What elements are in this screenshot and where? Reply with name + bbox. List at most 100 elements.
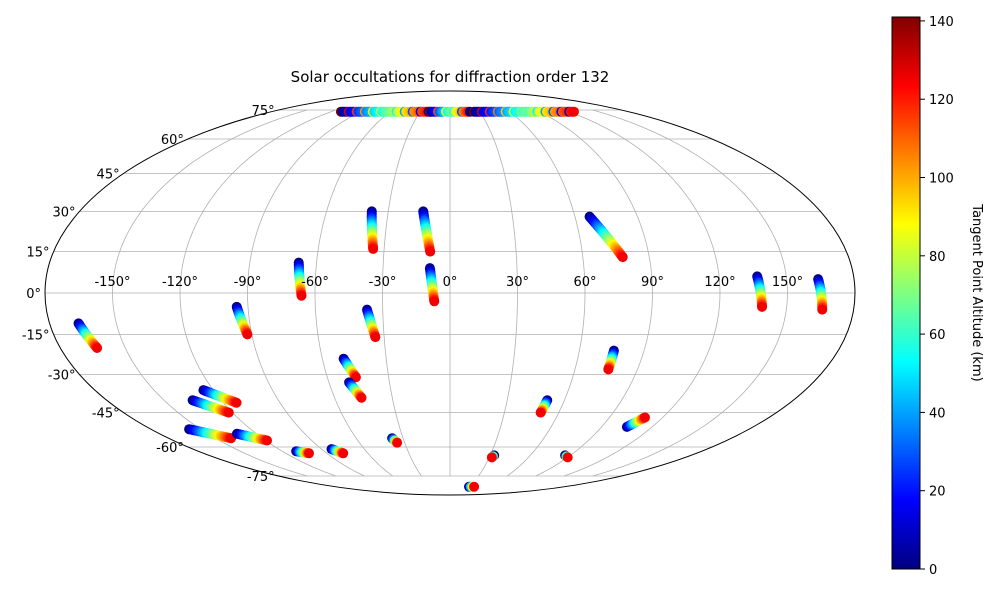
data-point xyxy=(486,452,497,463)
meridian-line xyxy=(112,109,308,477)
occultation-track xyxy=(362,304,381,343)
occultation-track xyxy=(184,424,237,444)
colorbar-tick-label: 60 xyxy=(929,328,946,343)
longitude-tick-label: -60° xyxy=(301,275,329,290)
occultation-track xyxy=(293,257,307,301)
latitude-tick-labels: -75° -60° -45° -30° -15° 0° 15° 30° 45° 60° 75° xyxy=(22,104,275,485)
latitude-tick-label: 30° xyxy=(52,205,75,220)
occultation-track xyxy=(464,481,480,492)
occultation-track xyxy=(486,450,500,463)
data-point xyxy=(617,252,628,263)
data-point xyxy=(392,437,403,448)
occultation-track xyxy=(535,395,553,418)
occultation-track xyxy=(424,263,440,307)
occultation-track xyxy=(560,450,573,463)
meridian-line xyxy=(564,109,721,477)
data-point xyxy=(368,243,379,254)
longitude-tick-label: 30° xyxy=(506,275,529,290)
longitude-tick-label: -120° xyxy=(162,275,198,290)
occultation-track xyxy=(198,385,242,408)
occultation-tracks xyxy=(73,106,828,492)
colorbar-ticks: 0 20 40 60 80 100 120 140 xyxy=(920,15,954,578)
latitude-tick-label: 75° xyxy=(252,104,275,119)
longitude-tick-label: 90° xyxy=(641,275,664,290)
latitude-tick-label: -75° xyxy=(247,470,275,485)
occultation-track xyxy=(425,106,475,117)
latitude-tick-label: 60° xyxy=(161,133,184,148)
latitude-tick-label: 0° xyxy=(26,287,41,302)
data-point xyxy=(242,329,253,340)
colorbar: 0 20 40 60 80 100 120 140 Tangent Point Altitud… xyxy=(891,15,984,578)
occultation-track xyxy=(468,106,579,117)
data-point xyxy=(562,452,573,463)
longitude-tick-label: -30° xyxy=(369,275,397,290)
occultation-track xyxy=(418,206,436,257)
latitude-tick-label: -30° xyxy=(48,369,76,384)
meridian-line xyxy=(506,109,586,477)
longitude-tick-label: 150° xyxy=(772,275,803,290)
occultation-track xyxy=(326,444,349,459)
colorbar-tick-label: 100 xyxy=(929,172,954,187)
latitude-tick-label: -15° xyxy=(22,328,50,343)
longitude-tick-labels: -150° -120° -90° -60° -30° 0° 30° 60° 90° 120° 150… xyxy=(94,275,803,290)
chart-title: Solar occultations for diffraction order… xyxy=(291,68,610,86)
meridian-line xyxy=(247,109,365,477)
data-point xyxy=(757,301,768,312)
data-point xyxy=(603,364,614,375)
meridian-line xyxy=(314,109,394,477)
latitude-tick-label: -45° xyxy=(92,407,120,422)
data-point xyxy=(356,392,367,403)
data-point xyxy=(262,435,273,446)
data-point xyxy=(296,290,307,301)
longitude-tick-label: -90° xyxy=(234,275,262,290)
data-point xyxy=(92,342,103,353)
data-point xyxy=(639,412,650,423)
occultation-track xyxy=(584,211,628,263)
occultation-track xyxy=(344,377,367,403)
occultation-track xyxy=(387,433,403,448)
occultation-track xyxy=(335,106,436,117)
occultation-track xyxy=(813,274,828,315)
meridian-line xyxy=(535,109,653,477)
longitude-tick-label: 0° xyxy=(443,275,458,290)
longitude-tick-label: -150° xyxy=(94,275,130,290)
colorbar-tick-label: 20 xyxy=(929,485,946,500)
data-point xyxy=(429,296,440,307)
meridian-line xyxy=(179,109,336,477)
occultation-track xyxy=(231,428,273,446)
colorbar-gradient xyxy=(891,16,921,570)
longitude-tick-label: 60° xyxy=(573,275,596,290)
meridian-line xyxy=(592,109,788,477)
colorbar-tick-label: 140 xyxy=(929,15,954,30)
data-point xyxy=(469,481,480,492)
graticule xyxy=(44,90,856,496)
colorbar-tick-label: 40 xyxy=(929,406,946,421)
data-point xyxy=(535,407,546,418)
occultation-track xyxy=(187,395,234,418)
colorbar-tick-label: 80 xyxy=(929,250,946,265)
data-point xyxy=(350,372,361,383)
occultation-track xyxy=(621,412,650,432)
data-point xyxy=(568,106,579,117)
map-boundary xyxy=(44,90,856,496)
data-point xyxy=(223,407,234,418)
meridian-line xyxy=(478,109,518,477)
latitude-tick-label: 15° xyxy=(27,246,50,261)
occultation-track xyxy=(291,446,314,459)
latitude-tick-label: -60° xyxy=(156,441,184,456)
colorbar-tick-label: 0 xyxy=(929,563,937,578)
data-point xyxy=(231,397,242,408)
data-point xyxy=(304,448,314,459)
colorbar-label: Tangent Point Altitude (km) xyxy=(969,203,984,381)
colorbar-tick-label: 120 xyxy=(929,93,954,108)
data-point xyxy=(425,246,436,257)
occultation-track xyxy=(603,345,619,375)
latitude-tick-label: 45° xyxy=(97,167,120,182)
occultation-track xyxy=(752,271,768,312)
occultation-track xyxy=(231,301,253,340)
occultation-track xyxy=(338,353,361,383)
occultation-track xyxy=(366,206,379,254)
data-point xyxy=(817,304,828,315)
